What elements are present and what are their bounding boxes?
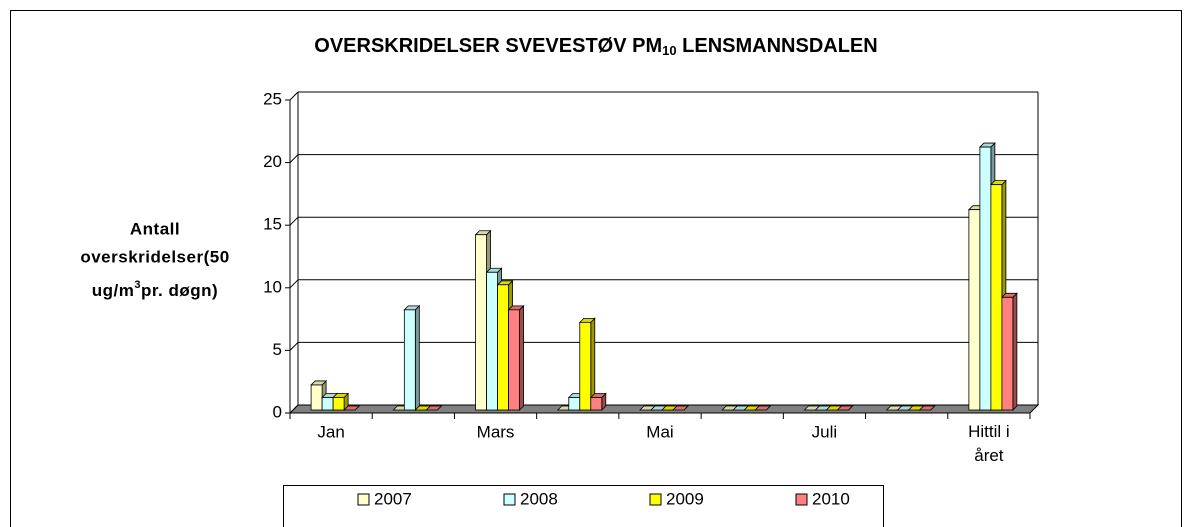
bar-top	[425, 405, 443, 411]
bar-top	[672, 405, 689, 411]
y-axis-label: overskridelser(50	[80, 247, 229, 266]
label-line: året	[974, 446, 1004, 465]
x-tick-label: Jan	[317, 422, 344, 441]
bar	[1001, 296, 1014, 411]
label-text: pr. døgn)	[141, 281, 218, 300]
grid-line	[289, 91, 299, 101]
label-line: Hittil i	[968, 422, 1010, 441]
grid-line	[289, 154, 299, 163]
bar-top	[836, 405, 854, 411]
title-subscript: 10	[662, 43, 676, 58]
bar	[979, 146, 992, 411]
bar	[310, 384, 323, 411]
y-axis-label: ug/m3pr. døgn)	[92, 279, 218, 301]
legend-swatch	[649, 493, 662, 506]
grid-line	[289, 279, 299, 289]
bar	[579, 321, 592, 411]
bar	[968, 209, 981, 411]
bar	[568, 397, 581, 411]
y-tick-label: 15	[263, 215, 282, 234]
grid-line	[289, 216, 299, 226]
y-tick-label: 20	[263, 152, 282, 171]
title-text: OVERSKRIDELSER SVEVESTØV PM	[314, 35, 662, 57]
bar-top	[754, 405, 772, 411]
bar	[497, 284, 509, 411]
legend-box	[283, 485, 884, 527]
legend-label: 2008	[520, 489, 558, 508]
legend-swatch	[795, 493, 808, 506]
bar	[486, 271, 498, 411]
legend-swatch	[357, 493, 370, 506]
legend-label: 2010	[812, 489, 850, 508]
bar-side	[414, 304, 420, 411]
grid-line	[289, 342, 299, 351]
y-tick-label: 10	[263, 277, 282, 296]
bar	[990, 184, 1003, 411]
bar	[403, 309, 416, 411]
bar	[332, 397, 345, 411]
bar	[321, 397, 334, 411]
bar-top	[918, 405, 936, 411]
legend-swatch	[503, 493, 516, 506]
x-tick-label: Juli	[812, 422, 838, 441]
bar-top	[343, 405, 361, 411]
title-text: LENSMANNSDALEN	[677, 35, 878, 57]
bar	[475, 234, 487, 411]
bar-side	[519, 304, 524, 411]
y-axis-label: Antall	[130, 219, 180, 238]
bar-side	[1012, 292, 1018, 411]
y-tick-label: 5	[273, 340, 282, 359]
x-tick-label: Hittil i året	[968, 422, 1010, 465]
bar	[590, 397, 603, 411]
legend-label: 2009	[666, 489, 704, 508]
legend-label: 2007	[374, 489, 412, 508]
label-superscript: 3	[134, 279, 141, 291]
x-tick-label: Mai	[646, 422, 673, 441]
y-tick-label: 25	[263, 89, 282, 108]
grid-line	[289, 404, 299, 414]
bar	[508, 309, 520, 411]
x-tick-label: Mars	[477, 422, 515, 441]
chart-title: OVERSKRIDELSER SVEVESTØV PM10 LENSMANNSD…	[314, 35, 877, 58]
y-tick-label: 0	[273, 402, 282, 421]
label-text: ug/m	[92, 281, 135, 300]
